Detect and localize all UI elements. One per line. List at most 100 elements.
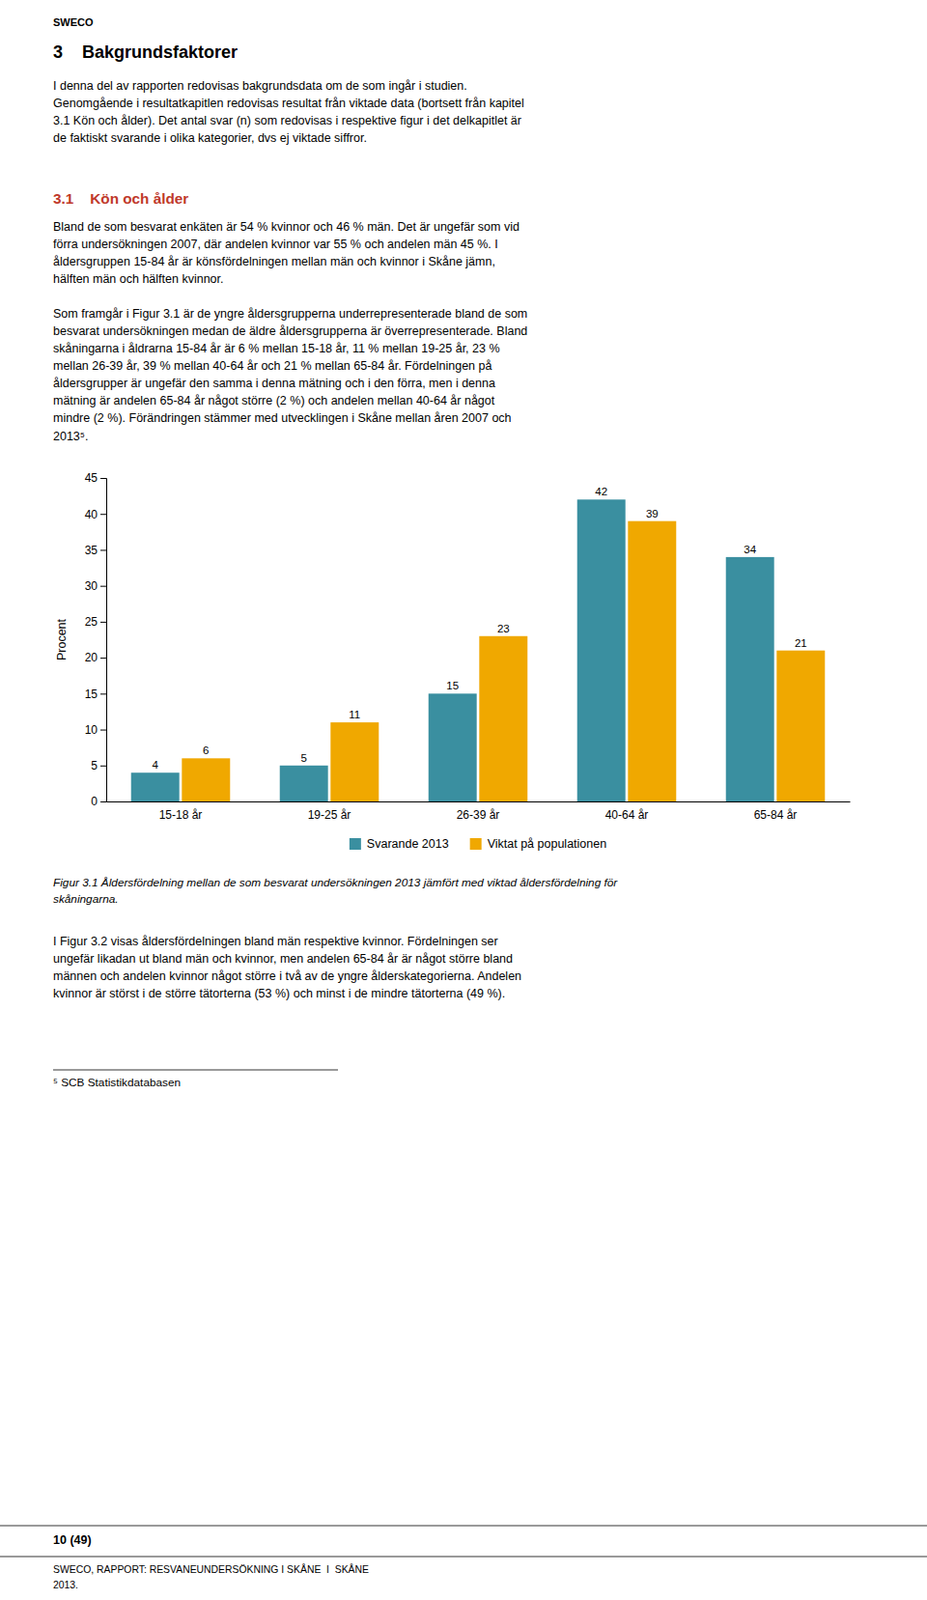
y-tick: 40 — [84, 507, 107, 522]
x-tick: 19-25 år — [308, 808, 352, 822]
heading-line: 3 Bakgrundsfaktorer — [53, 42, 238, 62]
body-text-line: Bland de som besvarat enkäten är 54 % kv… — [53, 220, 520, 234]
y-tick-mark — [100, 621, 107, 623]
subheading: 3.1 Kön och ålder — [53, 190, 189, 207]
body-text-line: ungefär likadan ut bland män och kvinnor… — [53, 952, 513, 966]
y-tick: 30 — [84, 579, 107, 593]
y-tick: 25 — [84, 615, 107, 629]
data-label: 11 — [348, 708, 361, 721]
y-tick-mark — [100, 549, 107, 551]
data-labels: 45154234611233921 — [152, 485, 808, 771]
footer-report: SWECO, RAPPORT: RESVANEUNDERSÖKNING I SK… — [53, 1563, 369, 1575]
x-tick-label: 40-64 år — [605, 808, 649, 822]
y-tick: 20 — [84, 650, 107, 665]
y-tick-label: 5 — [90, 758, 98, 773]
footer-year-line: 2013. — [53, 1579, 79, 1591]
heading: 3 Bakgrundsfaktorer — [53, 42, 238, 62]
legend-swatch — [349, 838, 362, 850]
x-tick: 15-18 år — [159, 808, 203, 822]
body-text: I Figur 3.2 visas åldersfördelningen bla… — [53, 934, 522, 1001]
body-text-line: åldersgruppen 15-84 år är könsfördelning… — [53, 254, 496, 269]
y-tick-label: 0 — [90, 794, 98, 809]
page: SWECO 3 Bakgrundsfaktorer I denna del av r… — [0, 0, 927, 1600]
body-text: Bland de som besvarat enkäten är 54 % kv… — [53, 220, 520, 286]
body-text-line: förra undersökningen 2007, där andelen k… — [53, 237, 499, 252]
data-label: 42 — [594, 485, 608, 498]
body-text-line: mellan 26-39 år, 39 % mellan 40-64 år oc… — [53, 359, 492, 373]
x-tick-label: 15-18 år — [159, 808, 203, 822]
x-tick-label: 65-84 år — [754, 808, 798, 822]
x-tick: 26-39 år — [456, 808, 501, 822]
y-tick: 45 — [84, 471, 107, 485]
y-tick-mark — [100, 801, 107, 803]
x-tick: 40-64 år — [605, 808, 649, 822]
y-tick-mark — [100, 657, 107, 659]
body-text-line: Genomgående i resultatkapitlen redovisas… — [53, 96, 525, 111]
data-label: 4 — [152, 758, 160, 771]
x-axis-line — [107, 801, 851, 803]
body-text-line: åldersgrupper är ungefär den samma i den… — [53, 376, 496, 391]
bar — [181, 758, 230, 802]
body-text: I denna del av rapporten redovisas bakgr… — [53, 79, 525, 145]
bar — [627, 521, 676, 802]
body-text-line: 3.1 Kön och ålder). Det antal svar (n) s… — [53, 113, 522, 128]
y-tick-label: 30 — [84, 579, 99, 593]
y-tick: 0 — [90, 794, 107, 809]
y-tick-mark — [100, 513, 107, 515]
bar — [776, 650, 825, 802]
x-tick: 65-84 år — [754, 808, 798, 822]
legend: Svarande 2013 Viktat på populationen — [349, 837, 607, 851]
footer-report-line: SWECO, RAPPORT: RESVANEUNDERSÖKNING I SK… — [53, 1563, 369, 1575]
caption-line: skåningarna. — [53, 892, 119, 906]
data-label: 5 — [301, 752, 308, 764]
footer-page-line: 10 (49) — [53, 1533, 92, 1547]
y-tick-mark — [100, 477, 107, 479]
data-label: 15 — [446, 679, 459, 692]
y-tick-label: 25 — [84, 615, 99, 629]
bar — [280, 765, 329, 802]
y-tick-label: 45 — [84, 471, 99, 485]
bar — [330, 722, 379, 802]
footnote-rule — [53, 1069, 338, 1071]
y-tick: 35 — [84, 543, 107, 558]
data-label: 21 — [794, 637, 808, 649]
x-axis: 15-18 år 19-25 år 26-39 år 40-64 år 65-84 år — [107, 802, 851, 822]
body-text-line: skåningarna i åldrarna 15-84 år är 6 % m… — [53, 341, 501, 356]
bar — [726, 557, 775, 802]
legend-label: Svarande 2013 — [366, 837, 450, 851]
subheading-line: 3.1 Kön och ålder — [53, 190, 189, 207]
bar — [428, 693, 478, 802]
x-tick-label: 26-39 år — [456, 808, 501, 822]
body-text-line: männen och andelen kvinnor något större … — [53, 969, 522, 984]
bars — [131, 499, 826, 802]
data-label: 23 — [497, 622, 510, 635]
footer-rule — [0, 1525, 927, 1527]
body-text-line: Som framgår i Figur 3.1 är de yngre ålde… — [53, 307, 528, 321]
logo-line: SWECO — [53, 16, 94, 29]
body-text-line: hälften män och hälften kvinnor. — [53, 272, 225, 286]
y-tick-mark — [100, 586, 107, 588]
legend-label: Viktat på populationen — [487, 837, 608, 851]
body-text-line: de faktiskt svarande i olika kategorier,… — [53, 131, 367, 145]
footnote-line: ⁵ SCB Statistikdatabasen — [53, 1075, 181, 1090]
y-tick: 5 — [90, 758, 107, 773]
y-tick-label: 35 — [84, 543, 99, 558]
x-tick-label: 19-25 år — [308, 808, 352, 822]
chart: 4515423461123392105101520253035404515-18… — [55, 471, 851, 851]
y-tick-mark — [100, 730, 107, 731]
footnote: ⁵ SCB Statistikdatabasen — [53, 1075, 181, 1090]
footer-rule — [0, 1556, 927, 1558]
body-text-line: 2013⁵. — [53, 429, 88, 444]
body-text-line: mindre (2 %). Förändringen stämmer med u… — [53, 411, 512, 425]
y-axis: 051015202530354045 — [84, 471, 108, 809]
body-text: Som framgår i Figur 3.1 är de yngre ålde… — [53, 307, 528, 444]
y-axis-line — [100, 478, 108, 803]
legend-item: Svarande 2013 — [349, 837, 450, 851]
footer-year: 2013. — [53, 1579, 79, 1591]
body-text-line: besvarat undersökningen medan de äldre å… — [53, 324, 528, 338]
y-axis-title: Procent — [55, 618, 69, 661]
bar — [478, 636, 528, 802]
y-tick: 15 — [84, 687, 107, 702]
y-tick-label: 15 — [84, 687, 99, 702]
y-tick-mark — [100, 693, 107, 695]
